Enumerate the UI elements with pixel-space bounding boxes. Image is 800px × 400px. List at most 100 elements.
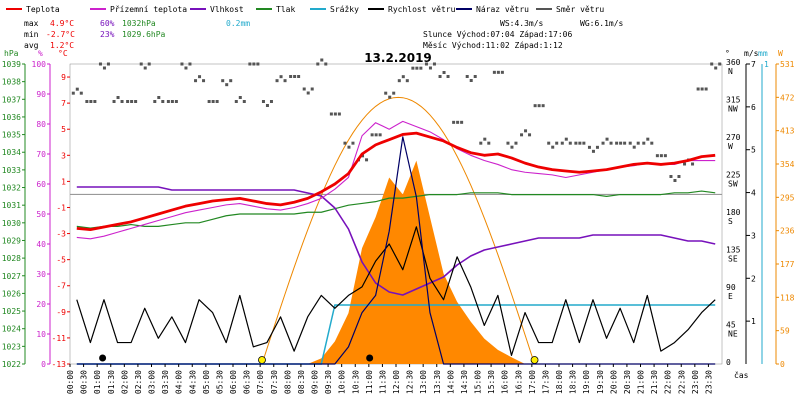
stat-avg-temp: 1.2°C — [50, 41, 74, 50]
wind-direction-point — [691, 162, 695, 166]
hpa-tick: 1039 — [2, 60, 21, 69]
stat-min-label: min — [24, 30, 39, 39]
legend-item: Náraz větru — [476, 5, 529, 14]
x-tick: 15:30 — [487, 370, 496, 394]
wind-direction-point — [89, 100, 93, 103]
wind-direction-point — [473, 75, 477, 78]
wind-direction-point — [306, 91, 310, 95]
pct-tick: 70 — [36, 150, 46, 159]
x-tick: 23:00 — [691, 370, 700, 394]
solar-theoretical-curve — [261, 96, 536, 365]
wind-direction-point — [79, 91, 83, 95]
wind-direction-point — [320, 58, 324, 62]
stat-ws: WS:4.3m/s — [500, 19, 544, 28]
wind-direction-point — [704, 87, 708, 91]
wind-direction-point — [333, 112, 337, 116]
stat-avg-label: avg — [24, 41, 39, 50]
wind-direction-point — [283, 79, 287, 83]
ms-tick: 1 — [751, 317, 756, 326]
x-tick: 18:00 — [555, 370, 564, 394]
hpa-tick: 1025 — [2, 307, 21, 316]
wind-direction-point — [438, 75, 442, 78]
x-tick: 13:30 — [433, 370, 442, 394]
pct-tick: 100 — [32, 60, 47, 69]
hpa-tick: 1038 — [2, 78, 21, 87]
hpa-tick: 1033 — [2, 166, 21, 175]
x-tick: 00:00 — [66, 370, 75, 394]
celsius-tick: -3 — [56, 230, 66, 239]
wind-direction-point — [456, 120, 460, 124]
wind-direction-point — [388, 95, 392, 99]
wind-direction-point — [378, 133, 382, 137]
wind-direction-point — [428, 66, 432, 70]
wind-direction-point — [238, 96, 242, 99]
wind-direction-point — [221, 79, 225, 83]
wind-direction-point — [655, 154, 659, 158]
x-tick: 02:30 — [134, 370, 143, 394]
direction-label: NW — [728, 105, 738, 114]
wind-direction-point — [710, 62, 714, 66]
hpa-tick: 1027 — [2, 272, 21, 281]
sunset-marker — [530, 356, 539, 364]
wind-direction-point — [669, 175, 673, 178]
wind-direction-point — [500, 70, 504, 74]
wind-direction-point — [555, 141, 559, 145]
wind-direction-point — [293, 75, 297, 78]
wind-direction-point — [361, 154, 365, 158]
pct-tick: 40 — [36, 240, 46, 249]
wind-direction-point — [184, 66, 188, 70]
celsius-tick: 9 — [61, 73, 66, 82]
wind-direction-point — [75, 87, 79, 91]
hpa-tick: 1023 — [2, 342, 21, 351]
wind-direction-point — [582, 141, 586, 145]
wind-direction-point — [316, 62, 320, 66]
pct-axis-title: % — [38, 49, 43, 58]
hpa-tick: 1037 — [2, 95, 21, 104]
x-tick: 19:30 — [596, 370, 605, 394]
wind-direction-point — [248, 62, 252, 66]
wind-direction-point — [202, 79, 206, 83]
stat-max-hum: 60% — [100, 19, 115, 28]
x-tick: 17:00 — [528, 370, 537, 394]
hpa-tick: 1036 — [2, 113, 21, 122]
wind-direction-point — [161, 100, 165, 103]
wind-direction-point — [574, 141, 578, 145]
wind-direction-point — [483, 137, 487, 141]
wind-direction-point — [147, 62, 151, 66]
ms-axis-title: m/s — [744, 49, 759, 58]
axes: 1039103810371036103510341033103210311030… — [2, 49, 795, 394]
stat-max-press: 1032hPa — [122, 19, 156, 28]
legend-item: Rychlost větru — [388, 5, 456, 14]
celsius-tick: 7 — [61, 99, 66, 108]
wind-direction-point — [496, 70, 500, 74]
x-tick: 09:30 — [324, 370, 333, 394]
pct-tick: 50 — [36, 210, 46, 219]
hpa-tick: 1022 — [2, 360, 21, 369]
wind-direction-point — [591, 149, 595, 153]
wind-direction-point — [714, 66, 718, 70]
ms-tick: 4 — [751, 189, 756, 198]
wind-direction-point — [215, 100, 219, 103]
wind-direction-point — [198, 75, 202, 79]
celsius-tick: 1 — [61, 177, 66, 186]
wind-direction-point — [93, 100, 97, 103]
wind-direction-point — [560, 141, 564, 145]
wind-direction-point — [487, 141, 491, 145]
wind-direction-point — [424, 62, 428, 66]
wind-direction-point — [551, 145, 555, 149]
pct-tick: 0 — [41, 360, 46, 369]
w-tick: 295 — [780, 193, 795, 202]
stat-sun: Slunce Východ:07:04 Západ:17:06 — [423, 30, 572, 39]
x-tick: 14:00 — [446, 370, 455, 394]
x-tick: 09:00 — [311, 370, 320, 394]
wind-direction-point — [392, 91, 396, 95]
wind-direction-point — [397, 79, 401, 83]
wind-direction-point — [370, 133, 374, 137]
x-tick: 21:30 — [650, 370, 659, 394]
wind-direction-point — [663, 154, 667, 158]
wind-direction-point — [302, 87, 306, 91]
wind-direction-point — [632, 145, 636, 149]
wind-direction-point — [492, 70, 496, 74]
x-tick: 19:00 — [582, 370, 591, 394]
direction-label: SW — [728, 180, 738, 189]
